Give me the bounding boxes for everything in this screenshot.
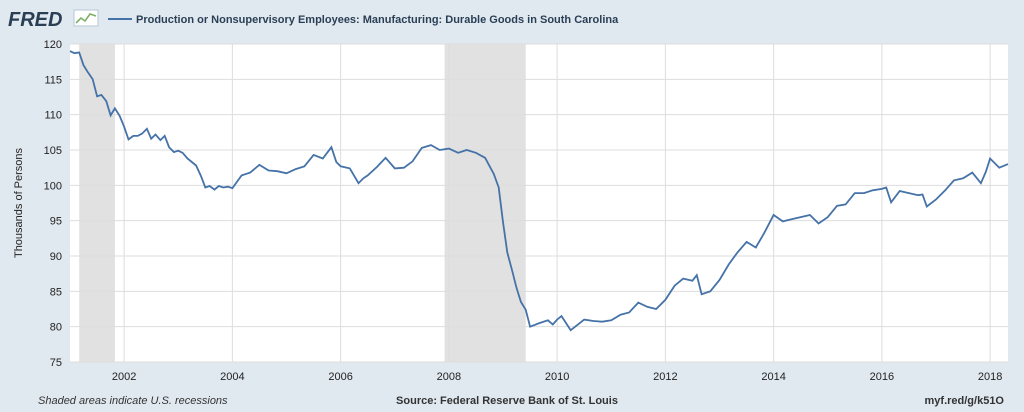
footer: Shaded areas indicate U.S. recessions So… <box>38 395 1004 407</box>
recession-band <box>444 44 526 362</box>
y-tick-label: 105 <box>44 145 62 157</box>
plot-area <box>70 44 1008 362</box>
y-tick-label: 75 <box>50 357 62 369</box>
y-axis-ticks: 75 80 85 90 95 100 105 110 115 120 <box>44 39 62 369</box>
y-tick-label: 90 <box>50 251 62 263</box>
recession-note: Shaded areas indicate U.S. recessions <box>38 395 228 407</box>
x-tick-label: 2016 <box>870 371 894 383</box>
sparkline-icon <box>73 9 99 27</box>
fred-logo[interactable]: FRED <box>8 9 62 31</box>
x-tick-label: 2012 <box>653 371 677 383</box>
series-title: Production or Nonsupervisory Employees: … <box>136 14 619 26</box>
x-axis-ticks: 2002 2004 2006 2008 2010 2012 2014 2016 2018 <box>112 371 1002 383</box>
grid-layer <box>70 43 1008 363</box>
x-tick-label: 2002 <box>112 371 136 383</box>
y-tick-label: 115 <box>44 74 62 86</box>
y-tick-label: 100 <box>44 180 62 192</box>
x-tick-label: 2014 <box>761 371 785 383</box>
x-tick-label: 2004 <box>220 371 244 383</box>
y-tick-label: 80 <box>50 322 62 334</box>
x-tick-label: 2006 <box>328 371 352 383</box>
y-tick-label: 120 <box>44 39 62 51</box>
recession-band <box>79 44 115 362</box>
x-tick-label: 2008 <box>437 371 461 383</box>
source-note: Source: Federal Reserve Bank of St. Loui… <box>396 395 618 407</box>
y-tick-label: 110 <box>44 110 62 122</box>
header: FRED Production or Nonsupervisory Employ… <box>8 9 619 31</box>
series-line <box>69 50 1009 332</box>
short-link[interactable]: myf.red/g/k51O <box>925 395 1005 407</box>
x-tick-label: 2010 <box>545 371 569 383</box>
y-axis-title: Thousands of Persons <box>13 147 25 258</box>
y-tick-label: 85 <box>50 286 62 298</box>
y-tick-label: 95 <box>50 216 62 228</box>
x-tick-label: 2018 <box>978 371 1002 383</box>
